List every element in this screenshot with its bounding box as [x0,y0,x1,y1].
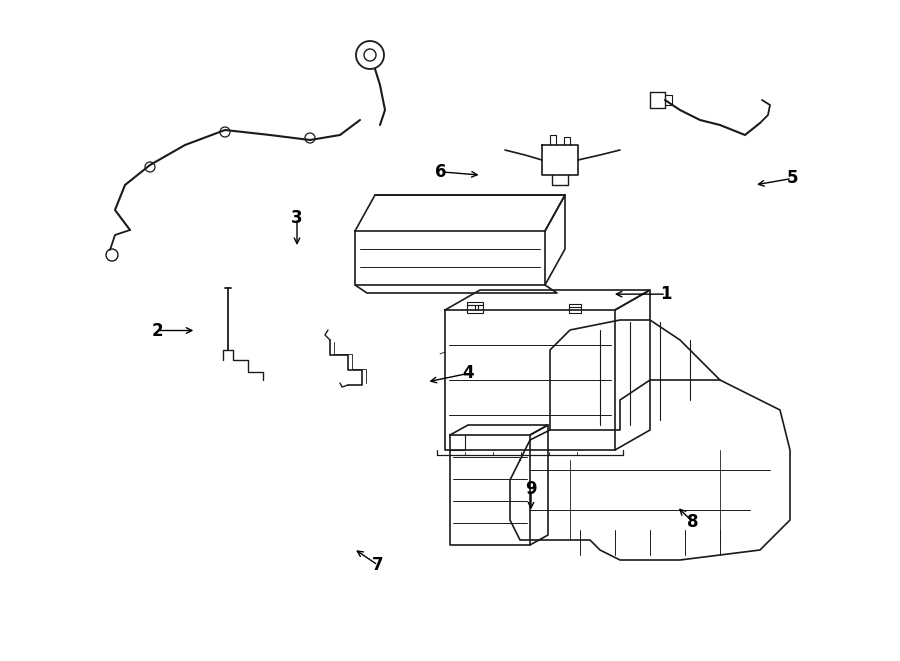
Text: 2: 2 [152,321,163,340]
Text: 6: 6 [436,163,446,181]
Text: 3: 3 [292,209,302,227]
Text: 8: 8 [688,513,698,531]
Text: 9: 9 [526,480,536,498]
Text: 4: 4 [463,364,473,383]
Text: 1: 1 [661,285,671,303]
Text: 7: 7 [373,556,383,574]
Text: 5: 5 [787,169,797,188]
